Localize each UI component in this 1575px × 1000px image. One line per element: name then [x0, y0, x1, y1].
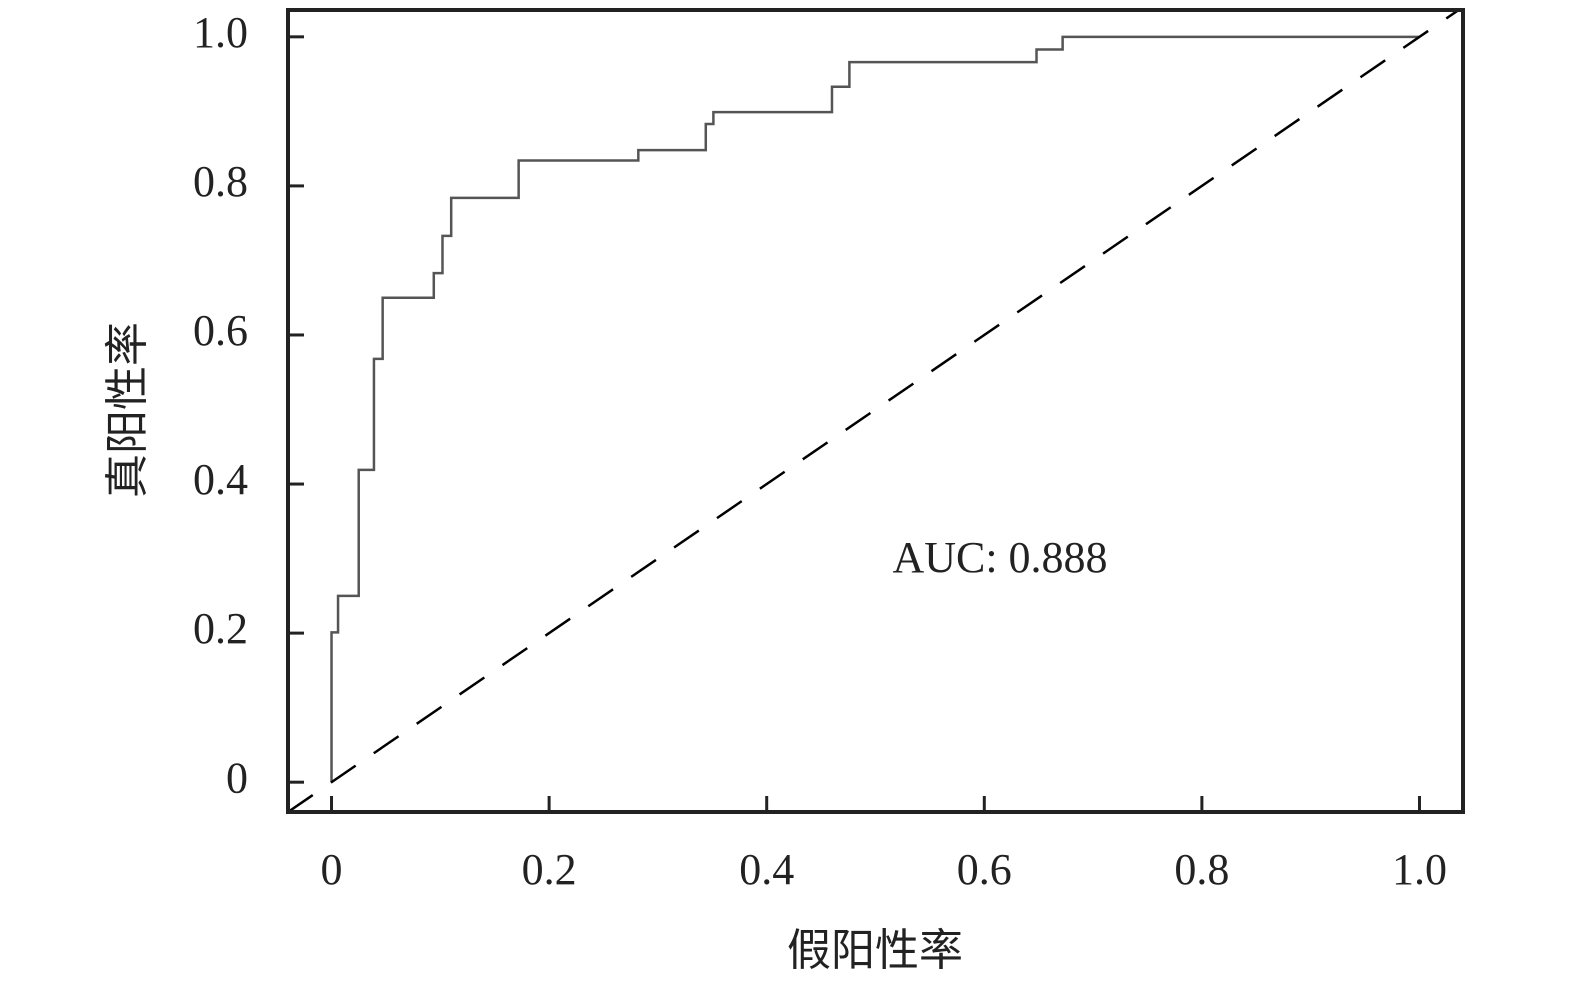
annotation: AUC: 0.888: [892, 533, 1107, 582]
y-tick-label: 0.4: [193, 455, 248, 504]
y-tick-label: 0.6: [193, 306, 248, 355]
x-tick-label: 1.0: [1392, 845, 1447, 894]
roc-curve: [330, 35, 1420, 783]
y-tick-label: 0: [226, 753, 248, 802]
x-tick-label: 0.6: [957, 845, 1012, 894]
plot-frame: [286, 8, 1465, 814]
y-tick-label: 0.8: [193, 157, 248, 206]
y-tick-label: 0.2: [193, 604, 248, 653]
x-tick-label: 0: [321, 845, 343, 894]
y-axis-label: 真阳性率: [103, 322, 152, 498]
x-axis-label: 假阳性率: [787, 926, 963, 975]
y-tick-label: 1.0: [193, 8, 248, 57]
x-tick-label: 0.2: [522, 845, 577, 894]
x-tick-label: 0.8: [1174, 845, 1229, 894]
reference-line: [288, 10, 1461, 812]
x-tick-label: 0.4: [739, 845, 794, 894]
